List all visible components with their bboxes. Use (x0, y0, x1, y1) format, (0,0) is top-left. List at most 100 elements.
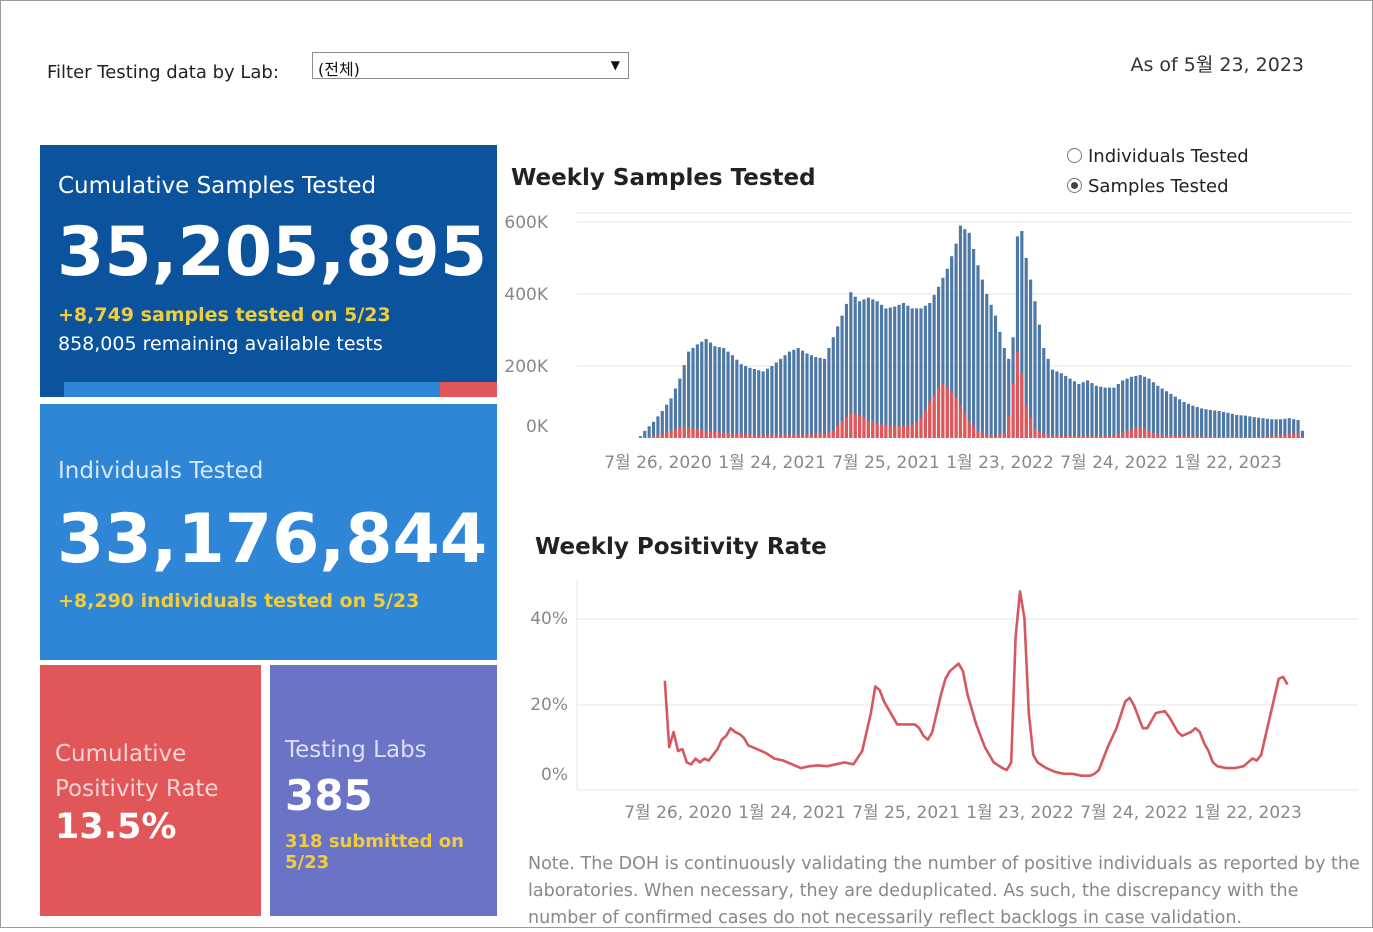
bar-total (936, 286, 941, 438)
bar-positive (1292, 433, 1296, 438)
bar-positive (1204, 436, 1208, 438)
bar-total (831, 337, 835, 438)
bar-total (1024, 258, 1028, 438)
bar-total (814, 357, 818, 438)
bar-positive (682, 427, 686, 438)
bar-total (770, 366, 774, 438)
bar-total (1252, 417, 1256, 438)
bar-positive (893, 426, 897, 438)
bar-positive (752, 434, 756, 438)
bar-total (1300, 430, 1305, 438)
bar-positive (1042, 434, 1046, 438)
bar-total (722, 348, 726, 438)
bar-positive (1129, 429, 1134, 438)
bar-positive (678, 427, 682, 438)
bar-total (866, 297, 870, 438)
bar-positive (1213, 436, 1217, 438)
bar-positive (919, 418, 923, 438)
radio-individuals-tested[interactable]: Individuals Tested (1067, 146, 1249, 167)
bar-total (1270, 419, 1274, 438)
bar-total (897, 304, 901, 438)
x-tick-label: 1월 23, 2022 (946, 453, 1054, 473)
bar-positive (770, 434, 774, 438)
bar-positive (748, 434, 752, 438)
radio-samples-tested[interactable]: Samples Tested (1067, 176, 1229, 197)
x-tick-label: 7월 24, 2022 (1080, 803, 1188, 823)
bar-positive (1300, 436, 1305, 438)
bar-total (660, 411, 664, 438)
bar-positive (1151, 432, 1155, 438)
bar-positive (818, 433, 822, 438)
bar-total (783, 355, 787, 438)
bar-total (809, 355, 813, 438)
bar-total (836, 326, 840, 438)
bar-total (910, 308, 914, 438)
positivity-rate-value: 13.5% (55, 807, 177, 847)
bar-positive (730, 433, 735, 438)
bar-total (998, 331, 1002, 438)
bar-positive (1235, 436, 1239, 438)
bar-total (1164, 391, 1169, 438)
bar-total (796, 348, 800, 438)
as-of-date: As of 5월 23, 2023 (1130, 54, 1304, 76)
bar-positive (1186, 436, 1191, 438)
remaining-tests-bar (440, 382, 497, 397)
bar-total (980, 279, 984, 438)
radio-circle-icon[interactable] (1067, 147, 1082, 163)
bar-positive (941, 384, 945, 438)
bar-positive (765, 434, 770, 438)
bar-positive (665, 432, 669, 438)
bar-positive (1055, 435, 1059, 438)
bar-total (1204, 409, 1208, 438)
radio-label: Samples Tested (1088, 176, 1229, 197)
y-tick-label: 400K (504, 285, 548, 305)
y-tick-label: 200K (504, 357, 548, 377)
bar-positive (1239, 436, 1243, 438)
bar-positive (1134, 428, 1138, 438)
bar-positive (695, 429, 699, 438)
bar-positive (1090, 436, 1094, 438)
bar-total (950, 256, 954, 438)
bar-positive (691, 428, 695, 438)
bar-total (1239, 415, 1243, 438)
bar-total (687, 351, 691, 438)
bar-positive (1173, 435, 1177, 438)
bar-total (669, 398, 673, 438)
bar-total (1169, 393, 1173, 438)
chevron-down-icon[interactable]: ▼ (610, 58, 620, 72)
bar-total (735, 359, 739, 438)
bar-total (958, 225, 963, 438)
bar-positive (647, 436, 651, 438)
bar-total (665, 404, 669, 438)
bar-total (1129, 376, 1134, 438)
tile-title-line2: Positivity Rate (55, 776, 219, 802)
x-tick-label: 1월 22, 2023 (1194, 803, 1302, 823)
bar-total (849, 292, 853, 438)
bar-total (647, 426, 651, 438)
radio-selected-icon[interactable] (1067, 177, 1082, 193)
bar-positive (901, 426, 906, 438)
bar-total (1050, 369, 1055, 438)
bar-total (704, 339, 708, 438)
samples-chart-title: Weekly Samples Tested (511, 165, 816, 191)
positivity-chart-title: Weekly Positivity Rate (535, 534, 827, 560)
bar-total (985, 294, 989, 438)
bar-positive (1086, 436, 1090, 438)
bar-total (761, 371, 765, 438)
bar-total (1046, 358, 1050, 438)
tile-title: Individuals Tested (58, 458, 264, 484)
lab-filter-select[interactable]: (전체) ▼ (312, 52, 629, 79)
bar-total (993, 315, 998, 438)
bar-total (1134, 375, 1138, 438)
cumulative-samples-tile: Cumulative Samples Tested 35,205,895 +8,… (40, 145, 497, 397)
bar-total (862, 299, 866, 438)
bar-total (822, 358, 827, 438)
tile-title: Cumulative Positivity Rate (55, 737, 219, 807)
bar-positive (814, 434, 818, 438)
bar-total (708, 342, 713, 438)
bar-positive (954, 398, 958, 438)
bar-total (1107, 387, 1112, 438)
bar-total (1283, 418, 1287, 438)
bar-positive (735, 433, 739, 438)
bar-total (1029, 279, 1033, 438)
